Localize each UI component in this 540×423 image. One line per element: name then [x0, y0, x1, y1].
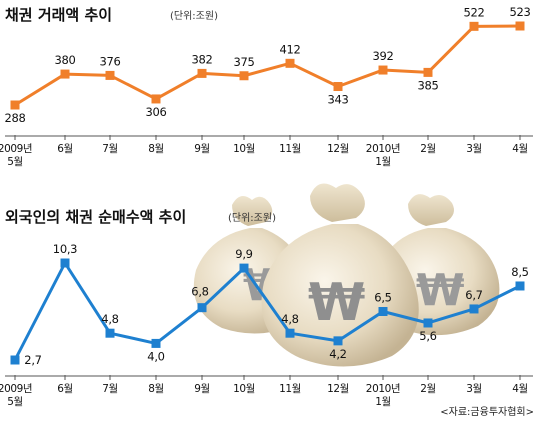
data-point — [423, 67, 433, 77]
x-tick-label: 3월 — [466, 383, 482, 395]
chart-top: 채권 거래액 추이 (단위:조원) 2009년 5월 6월 7월 8월 9월 10월 11월 1… — [0, 5, 533, 168]
data-point — [105, 70, 115, 80]
data-point — [60, 69, 70, 79]
chart-bottom: 외국인의 채권 순매수액 추이 (단위:조원) 2009년 5월 6월 7월 8월 9월 1… — [0, 208, 533, 408]
x-tick-label: 2010년 1월 — [366, 143, 400, 168]
data-point — [197, 68, 207, 78]
x-tick-label: 2010년 1월 — [366, 383, 400, 408]
x-tick-label: 2009년 5월 — [0, 143, 32, 168]
x-tick-label: 2월 — [420, 143, 436, 155]
chart-title: 채권 거래액 추이 — [5, 6, 112, 24]
data-label: 6,5 — [374, 291, 391, 305]
x-tick-label: 8월 — [148, 143, 164, 155]
data-point — [285, 58, 295, 68]
data-point — [105, 328, 115, 338]
data-point — [151, 94, 161, 104]
x-tick-label: 12월 — [327, 383, 349, 395]
data-label: 6,7 — [465, 288, 482, 302]
money-bag-center-icon: ₩ — [261, 183, 419, 367]
data-label: 2,7 — [24, 353, 41, 367]
data-label: 8,5 — [511, 265, 528, 279]
data-label: 4,8 — [281, 312, 298, 326]
data-point — [333, 336, 343, 346]
x-tick-label: 8월 — [148, 383, 164, 395]
data-label: 392 — [372, 49, 393, 63]
data-point — [469, 21, 479, 31]
data-point — [515, 281, 525, 291]
data-point — [515, 21, 525, 31]
x-tick-label: 9월 — [194, 143, 210, 155]
x-tick-label: 3월 — [466, 143, 482, 155]
data-point — [10, 355, 20, 365]
data-label: 4,8 — [101, 312, 118, 326]
data-point — [378, 307, 388, 316]
data-label: 4,2 — [329, 347, 346, 361]
data-point — [423, 318, 433, 328]
data-point — [469, 304, 479, 314]
data-point — [333, 82, 343, 92]
chart-unit: (단위:조원) — [228, 211, 276, 224]
x-tick-label: 11월 — [279, 383, 301, 395]
chart-title: 외국인의 채권 순매수액 추이 — [5, 208, 186, 226]
data-point — [151, 338, 161, 348]
data-label: 9,9 — [235, 247, 252, 261]
data-point — [60, 258, 70, 268]
data-label: 522 — [463, 5, 484, 19]
x-tick-label: 2009년 5월 — [0, 383, 32, 408]
data-point — [10, 100, 20, 110]
x-tick-label: 4월 — [512, 143, 528, 155]
data-point — [239, 71, 249, 81]
data-label: 343 — [327, 93, 348, 107]
x-tick-label: 9월 — [194, 383, 210, 395]
x-tick-label: 4월 — [512, 383, 528, 395]
x-tick-label: 7월 — [102, 383, 118, 395]
x-tick-label: 10월 — [233, 383, 255, 395]
data-label: 385 — [417, 78, 438, 92]
x-tick-label: 7월 — [102, 143, 118, 155]
data-point — [378, 65, 388, 75]
svg-text:₩: ₩ — [416, 265, 465, 316]
data-label: 376 — [99, 54, 120, 68]
data-label: 10,3 — [53, 242, 77, 256]
x-ticks: 2009년 5월 6월 7월 8월 9월 10월 11월 12월 2010년 1월 2월 3월 4월 — [0, 375, 528, 408]
svg-text:₩: ₩ — [308, 273, 365, 333]
data-label: 306 — [145, 105, 166, 119]
x-tick-label: 2월 — [420, 383, 436, 395]
data-point — [197, 303, 207, 313]
data-label: 4,0 — [147, 349, 164, 363]
x-tick-label: 6월 — [57, 383, 73, 395]
x-tick-label: 10월 — [233, 143, 255, 155]
data-label: 5,6 — [419, 329, 436, 343]
chart-unit: (단위:조원) — [170, 9, 218, 22]
money-bags-illustration: ₩ ₩ ₩ — [193, 183, 500, 367]
data-label: 382 — [191, 52, 212, 66]
x-tick-label: 12월 — [327, 143, 349, 155]
x-ticks: 2009년 5월 6월 7월 8월 9월 10월 11월 12월 2010년 1월 2월 3월 4월 — [0, 135, 528, 168]
series-line — [13, 261, 521, 361]
data-label: 412 — [279, 42, 300, 56]
x-tick-label: 11월 — [279, 143, 301, 155]
data-label: 523 — [509, 5, 530, 19]
data-label: 380 — [54, 53, 75, 67]
data-label: 6,8 — [191, 285, 208, 299]
data-label: 288 — [4, 111, 25, 125]
source-note: <자료:금융투자협회> — [440, 405, 534, 418]
data-point — [239, 263, 249, 273]
series-line — [14, 24, 521, 107]
data-point — [285, 328, 295, 338]
data-label: 375 — [233, 55, 254, 69]
x-tick-label: 6월 — [57, 143, 73, 155]
